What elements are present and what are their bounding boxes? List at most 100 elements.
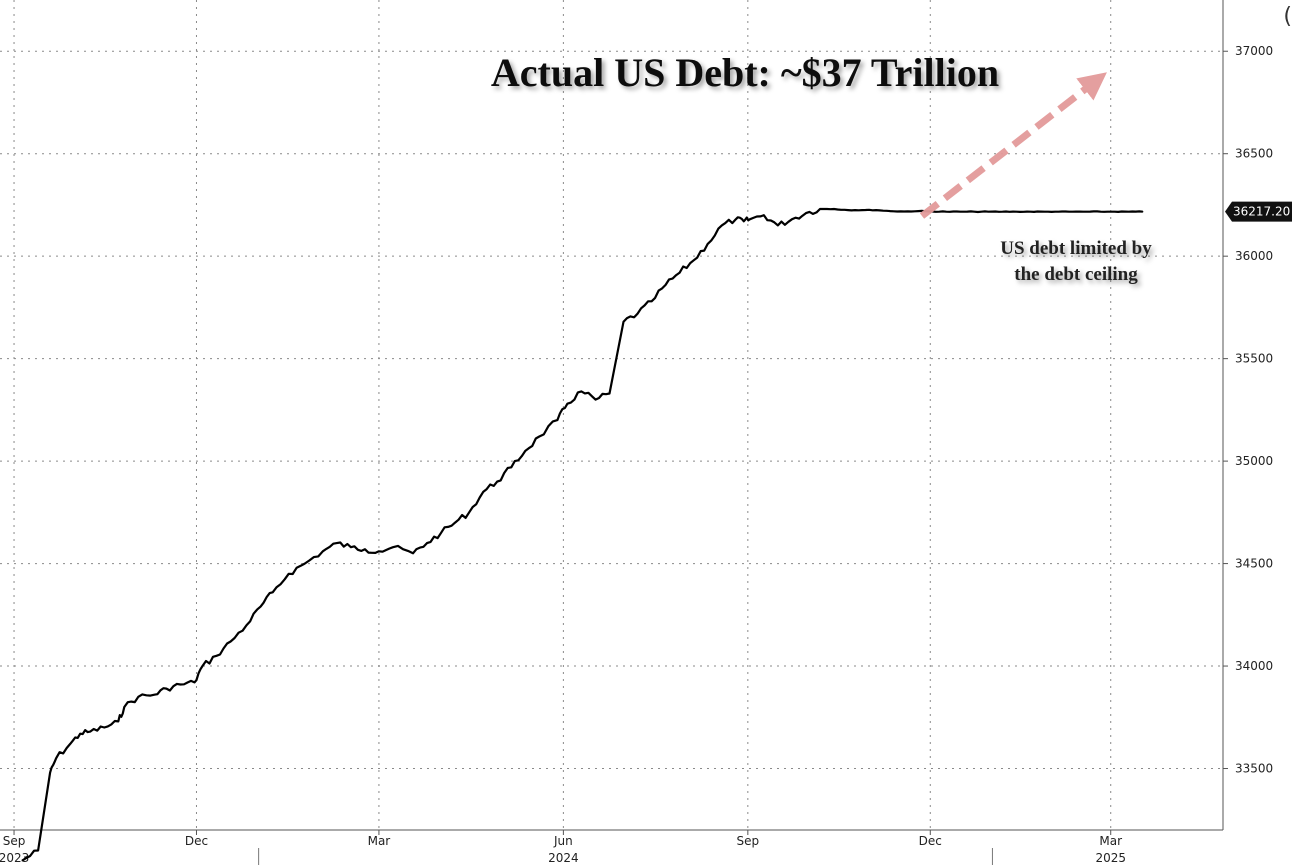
data-point bbox=[1072, 211, 1074, 213]
data-point bbox=[89, 731, 91, 733]
data-point bbox=[193, 681, 196, 684]
data-point bbox=[1044, 211, 1046, 213]
data-point bbox=[987, 211, 990, 213]
data-point bbox=[847, 209, 849, 211]
last-value-tag: 36217.20 bbox=[1225, 201, 1292, 222]
data-point bbox=[288, 573, 290, 575]
debt-ceiling-annotation-line1: US debt limited by bbox=[1000, 238, 1152, 259]
data-point bbox=[819, 208, 821, 210]
x-tick-month-label: Jun bbox=[553, 834, 573, 848]
x-tick-month-label: Dec bbox=[185, 834, 208, 848]
y-tick-label: 37000 bbox=[1235, 44, 1273, 58]
data-point bbox=[510, 466, 512, 468]
data-point bbox=[103, 726, 105, 729]
data-point bbox=[903, 210, 905, 213]
y-tick-label: 35000 bbox=[1235, 454, 1273, 468]
data-point bbox=[622, 321, 625, 323]
last-value-label: 36217.20 bbox=[1233, 205, 1290, 219]
debt-ceiling-annotation-line2: the debt ceiling bbox=[1014, 264, 1138, 285]
data-point bbox=[230, 640, 232, 643]
trend-arrow bbox=[919, 72, 1107, 219]
data-point bbox=[468, 511, 470, 513]
data-point bbox=[538, 435, 540, 438]
data-point bbox=[117, 720, 119, 723]
data-point bbox=[79, 733, 81, 735]
data-point bbox=[496, 481, 498, 483]
data-point bbox=[49, 772, 51, 774]
data-point bbox=[412, 552, 414, 554]
data-point bbox=[608, 392, 611, 395]
x-tick-year-label: 2023 bbox=[0, 851, 29, 865]
chart-title: Actual US Debt: ~$37 Trillion bbox=[491, 50, 999, 95]
x-tick-year-label: 2025 bbox=[1095, 851, 1126, 865]
data-point bbox=[1029, 211, 1032, 213]
data-point bbox=[1001, 211, 1004, 213]
data-point bbox=[153, 694, 155, 696]
x-tick-month-label: Sep bbox=[3, 834, 26, 848]
data-point bbox=[37, 849, 39, 852]
axes bbox=[0, 0, 1224, 865]
data-point bbox=[69, 743, 71, 745]
data-point bbox=[721, 224, 723, 226]
x-tick-month-label: Sep bbox=[737, 834, 760, 848]
data-point bbox=[973, 211, 976, 213]
data-point bbox=[1015, 211, 1018, 213]
data-point bbox=[594, 399, 597, 401]
data-point bbox=[945, 211, 947, 213]
data-point bbox=[889, 210, 891, 212]
data-point bbox=[336, 542, 338, 544]
data-point bbox=[959, 211, 962, 213]
data-point bbox=[665, 284, 667, 286]
data-point bbox=[777, 224, 779, 226]
y-tick-label: 36500 bbox=[1235, 147, 1273, 161]
series-layer bbox=[21, 207, 1144, 862]
data-point bbox=[378, 550, 380, 552]
data-point bbox=[693, 259, 695, 261]
x-tick-year-label: 2024 bbox=[548, 851, 579, 865]
data-point bbox=[272, 591, 274, 593]
x-axis-ticks: Sep 2023 Dec Mar Jun 2024 Sep Dec Mar 2025 bbox=[0, 830, 1126, 865]
corner-logo-fragment: ( bbox=[1283, 4, 1292, 29]
x-tick-month-label: Dec bbox=[919, 834, 942, 848]
y-tick-label: 34000 bbox=[1235, 659, 1273, 673]
y-tick-label: 34500 bbox=[1235, 557, 1273, 571]
data-point bbox=[1142, 211, 1144, 213]
data-point bbox=[137, 696, 139, 698]
data-point bbox=[179, 683, 181, 686]
data-point bbox=[651, 300, 653, 302]
data-point bbox=[322, 550, 324, 552]
x-tick-month-label: Mar bbox=[368, 834, 391, 848]
data-point bbox=[791, 218, 793, 220]
data-point bbox=[763, 214, 765, 216]
data-point bbox=[556, 419, 559, 421]
data-point bbox=[917, 210, 919, 212]
data-point bbox=[743, 220, 745, 222]
data-point bbox=[165, 688, 167, 690]
data-point bbox=[833, 208, 835, 210]
data-point bbox=[637, 313, 639, 315]
data-point bbox=[260, 606, 262, 608]
data-point bbox=[1086, 211, 1088, 213]
data-point bbox=[454, 522, 456, 524]
data-point bbox=[1100, 211, 1102, 213]
data-point bbox=[524, 450, 526, 452]
data-point bbox=[580, 390, 583, 392]
data-point bbox=[215, 655, 218, 657]
data-point bbox=[246, 624, 248, 626]
data-point bbox=[364, 548, 366, 550]
data-point bbox=[123, 706, 125, 708]
data-point bbox=[55, 757, 57, 759]
data-point bbox=[1128, 211, 1130, 213]
gridlines bbox=[0, 0, 1223, 830]
x-tick-month-label: Mar bbox=[1099, 834, 1122, 848]
data-point bbox=[392, 546, 394, 548]
data-point bbox=[21, 860, 23, 862]
y-tick-label: 36000 bbox=[1235, 249, 1273, 263]
debt-series-line bbox=[21, 207, 1143, 862]
data-point bbox=[805, 212, 807, 214]
y-axis-ticks: 33500 34000 34500 35000 35500 36000 36500 37000 bbox=[1223, 44, 1273, 776]
y-tick-label: 33500 bbox=[1235, 762, 1273, 776]
data-point bbox=[861, 209, 863, 211]
data-point bbox=[1058, 211, 1060, 213]
data-point bbox=[749, 218, 751, 220]
